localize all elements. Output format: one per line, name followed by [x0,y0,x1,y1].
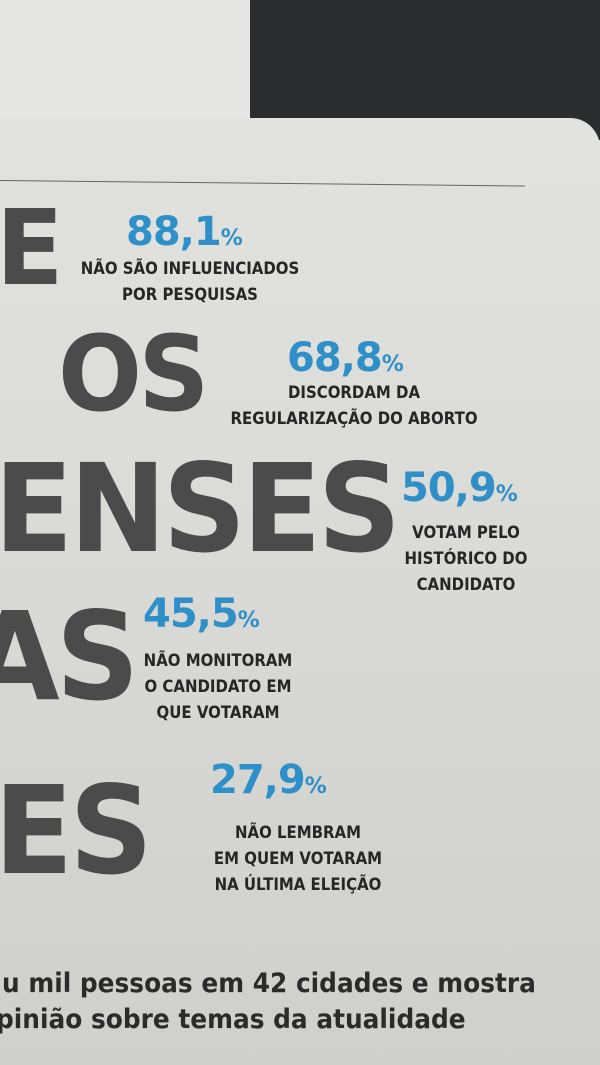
stat-label-line: NÃO LEMBRAM [234,823,362,843]
stat-value: 50,9% [401,468,518,508]
stat-unit: % [304,774,327,799]
stat-unit: % [237,608,260,633]
stat-number: 27,9 [210,757,306,803]
body-text-line: pinião sobre temas da atualidade [0,1004,466,1035]
stat-label-line: HISTÓRICO DO [404,549,528,569]
stat-label-line: CANDIDATO [416,575,516,595]
stat-unit: % [495,482,518,507]
stat-unit: % [381,352,404,377]
stat-label-line: VOTAM PELO [412,523,520,543]
stat-value: 27,9% [210,760,327,800]
background-word: OS [58,313,209,435]
background-word: ES [0,760,153,902]
paper-sheet-behind [0,0,250,140]
stat-label-line: POR PESQUISAS [122,285,258,305]
stat-label-line: NA ÚLTIMA ELEIÇÃO [214,875,382,895]
stat-value: 68,8% [287,338,404,378]
stat-value: 88,1% [126,212,243,252]
stat-label-line: DISCORDAM DA [287,383,421,403]
newspaper-page [0,118,600,1065]
stat-label-line: EM QUEM VOTARAM [213,849,383,869]
stat-label-line: QUE VOTARAM [156,703,280,723]
background-word: E [0,187,63,309]
stat-label-line: REGULARIZAÇÃO DO ABORTO [230,409,478,429]
stat-label-line: NÃO MONITORAM [143,651,293,671]
body-text-line: u mil pessoas em 42 cidades e mostra [2,968,536,999]
stat-number: 88,1 [126,209,222,255]
stat-value: 45,5% [143,594,260,634]
stat-number: 50,9 [401,465,497,511]
background-word: ENSES [0,438,401,580]
background-word: AS [0,586,139,728]
stat-number: 45,5 [143,591,239,637]
stat-number: 68,8 [287,335,383,381]
stat-label-line: NÃO SÃO INFLUENCIADOS [80,259,300,279]
stat-unit: % [220,226,243,251]
stat-label-line: O CANDIDATO EM [144,677,292,697]
